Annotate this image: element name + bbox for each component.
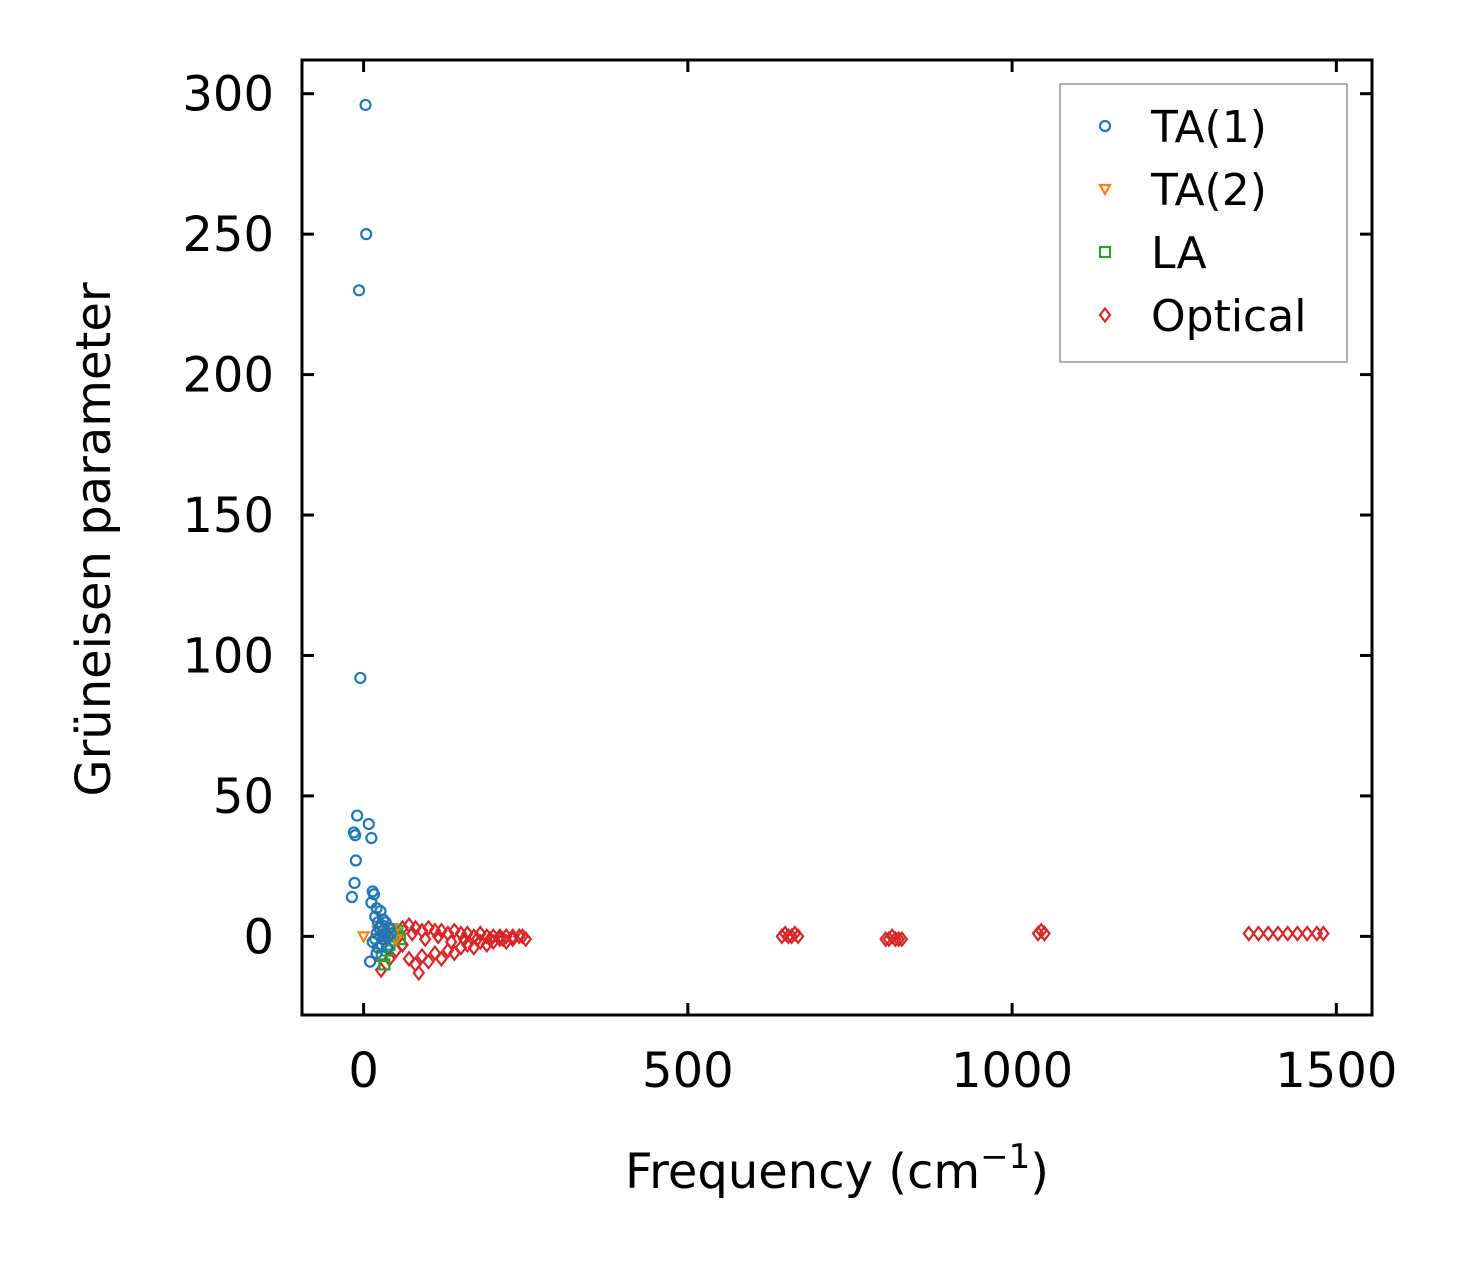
data-point: [405, 925, 419, 942]
data-point: [506, 928, 520, 945]
data-point: [1316, 925, 1330, 942]
data-point: [351, 809, 364, 822]
data-point: [382, 930, 395, 943]
data-point: [360, 228, 373, 241]
data-point: [431, 928, 445, 945]
data-point: [412, 964, 426, 982]
data-point: [1271, 925, 1285, 942]
data-point: [376, 913, 390, 926]
data-point: [415, 947, 429, 965]
axes-layer: 0 500 1000 1500 0 50 100 150 200 250 300 Frequency …: [66, 58, 1397, 1200]
data-point: [349, 854, 362, 867]
legend-entry: Optical: [1098, 291, 1306, 342]
x-tick-label: 1500: [1275, 1043, 1397, 1099]
data-point: [892, 930, 905, 948]
y-tick-label: 50: [213, 769, 274, 825]
data-point: [791, 928, 805, 945]
legend-entry: TA(2): [1098, 165, 1267, 216]
data-point: [444, 933, 458, 951]
data-point: [348, 876, 361, 890]
y-tick-label: 300: [182, 67, 274, 123]
data-point: [418, 930, 432, 948]
data-point: [519, 930, 533, 948]
data-point: [895, 930, 909, 948]
data-point: [1038, 925, 1051, 942]
data-point: [384, 927, 397, 940]
series-optical: [374, 916, 1330, 982]
legend: TA(1) TA(2) LA Optical: [1059, 83, 1348, 363]
data-point: [354, 671, 367, 685]
data-point: [362, 817, 375, 831]
y-tick-label: 150: [182, 488, 274, 544]
data-point: [359, 98, 372, 112]
data-point: [1242, 925, 1256, 942]
legend-marker: [1098, 245, 1112, 259]
legend-label: TA(1): [1150, 102, 1267, 153]
x-tick-label: 500: [642, 1043, 734, 1099]
markers-layer: [345, 98, 1330, 982]
legend-label: Optical: [1151, 291, 1306, 342]
legend-entry: TA(1): [1098, 102, 1267, 153]
legend-label: LA: [1151, 228, 1207, 279]
legend-label: TA(2): [1150, 165, 1267, 216]
x-axis-label: Frequency (cm−1): [625, 1137, 1049, 1200]
data-point: [448, 922, 461, 940]
data-point: [422, 919, 435, 937]
data-point: [379, 916, 392, 929]
data-point: [365, 831, 378, 845]
data-point: [1261, 925, 1275, 942]
data-point: [516, 928, 529, 945]
data-point: [345, 890, 359, 904]
data-point: [356, 931, 371, 944]
data-point: [457, 930, 471, 948]
series-ta-1-: [345, 98, 397, 968]
data-point: [1300, 925, 1314, 942]
data-point: [1252, 925, 1265, 942]
legend-marker: [1098, 119, 1112, 133]
data-point: [1281, 925, 1295, 942]
data-point: [369, 910, 382, 923]
data-point: [1291, 925, 1304, 942]
y-tick-label: 0: [243, 909, 274, 965]
data-point: [483, 930, 497, 948]
legend-entry: LA: [1098, 228, 1207, 279]
plot-frame: [300, 58, 1374, 1017]
data-point: [370, 947, 383, 960]
data-point: [378, 958, 391, 971]
x-tick-label: 0: [348, 1043, 379, 1099]
data-point: [374, 961, 388, 979]
data-point: [460, 936, 474, 954]
data-point: [349, 829, 362, 842]
data-point: [402, 950, 416, 968]
data-point: [369, 933, 382, 946]
marker-group: [345, 98, 1330, 982]
y-axis-label: Grüneisen parameter: [66, 282, 122, 797]
data-point: [422, 953, 435, 970]
legend-marker: [1098, 306, 1112, 324]
x-tick-label: 1000: [951, 1043, 1073, 1099]
data-point: [435, 950, 448, 968]
data-point: [428, 944, 442, 962]
y-tick-label: 200: [182, 348, 274, 404]
data-point: [352, 284, 366, 297]
data-point: [496, 930, 510, 948]
legend-marker: [1098, 183, 1112, 197]
y-tick-label: 100: [182, 628, 274, 684]
data-point: [470, 930, 484, 948]
data-point: [363, 955, 377, 968]
y-tick-label: 250: [182, 207, 274, 263]
